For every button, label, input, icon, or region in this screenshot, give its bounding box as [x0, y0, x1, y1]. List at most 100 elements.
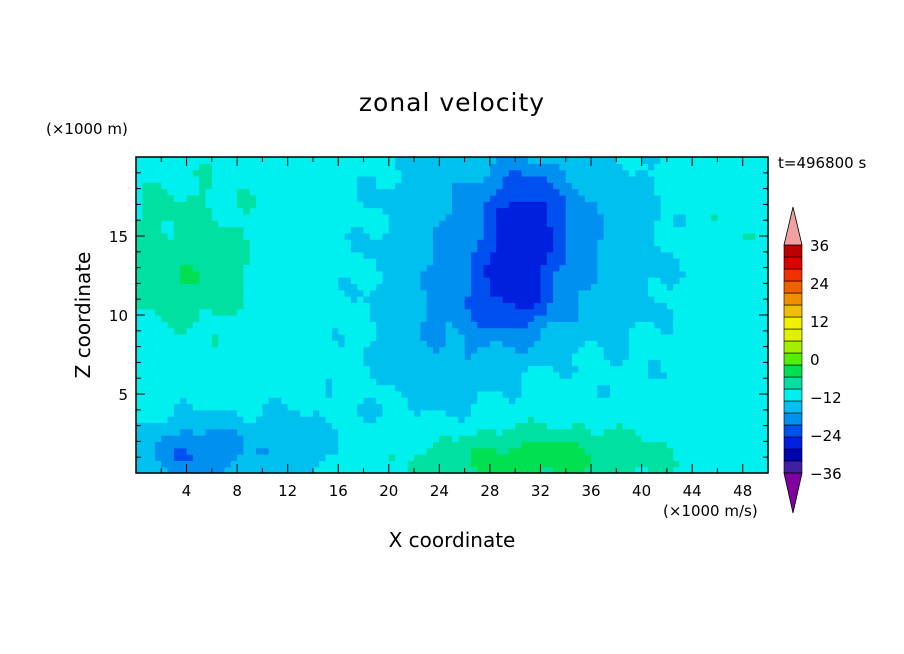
field-cell: [610, 226, 617, 234]
field-cell: [730, 416, 737, 424]
field-cell: [730, 340, 737, 348]
field-cell: [338, 308, 346, 316]
field-cell: [458, 245, 466, 253]
field-cell: [553, 220, 561, 228]
field-cell: [211, 384, 219, 392]
field-cell: [357, 327, 365, 335]
field-cell: [515, 207, 523, 215]
field-cell: [717, 201, 725, 209]
field-cell: [281, 264, 289, 272]
field-cell: [312, 182, 320, 190]
field-cell: [382, 365, 390, 373]
field-cell: [237, 220, 245, 228]
field-cell: [205, 207, 213, 215]
field-cell: [508, 422, 516, 430]
field-cell: [395, 416, 403, 424]
field-cell: [331, 213, 339, 221]
field-cell: [711, 163, 719, 171]
field-cell: [186, 182, 194, 190]
field-cell: [186, 409, 194, 417]
field-cell: [527, 346, 535, 354]
field-cell: [584, 428, 592, 436]
field-cell: [641, 213, 649, 221]
field-cell: [256, 182, 263, 190]
field-cell: [344, 239, 352, 247]
field-cell: [401, 321, 409, 329]
field-cell: [489, 428, 497, 436]
field-cell: [685, 296, 693, 303]
field-cell: [654, 435, 662, 442]
field-cell: [540, 302, 548, 310]
field-cell: [199, 194, 207, 202]
field-cell: [496, 245, 504, 253]
field-cell: [249, 302, 257, 310]
field-cell: [230, 371, 238, 379]
field-cell: [192, 188, 200, 196]
field-cell: [546, 283, 554, 291]
field-cell: [224, 333, 232, 341]
field-cell: [205, 182, 213, 190]
field-cell: [205, 277, 213, 284]
field-cell: [597, 390, 605, 398]
field-cell: [205, 296, 213, 303]
field-cell: [628, 378, 636, 386]
field-cell: [673, 239, 681, 247]
field-cell: [211, 239, 219, 247]
field-cell: [647, 226, 655, 234]
field-cell: [338, 428, 346, 436]
field-cell: [565, 435, 573, 442]
field-cell: [565, 258, 573, 266]
field-cell: [249, 258, 257, 266]
field-cell: [464, 277, 472, 284]
field-cell: [660, 333, 668, 341]
field-cell: [388, 333, 396, 341]
field-cell: [527, 315, 535, 322]
field-cell: [294, 220, 301, 228]
field-cell: [331, 264, 339, 272]
field-cell: [433, 289, 440, 297]
field-cell: [723, 157, 731, 164]
field-cell: [458, 207, 466, 215]
field-cell: [414, 289, 421, 297]
field-cell: [388, 365, 396, 373]
field-cell: [559, 340, 567, 348]
field-cell: [761, 378, 769, 386]
field-cell: [546, 245, 554, 253]
field-cell: [489, 289, 497, 297]
field-cell: [350, 435, 358, 442]
field-cell: [761, 277, 769, 284]
field-cell: [565, 194, 573, 202]
field-cell: [692, 182, 700, 190]
field-cell: [249, 188, 257, 196]
field-cell: [565, 466, 573, 474]
field-cell: [312, 422, 320, 430]
field-cell: [559, 169, 567, 177]
field-cell: [445, 251, 453, 259]
field-cell: [256, 352, 263, 360]
field-cell: [673, 359, 681, 367]
field-cell: [154, 188, 162, 196]
field-cell: [452, 220, 459, 228]
field-cell: [521, 378, 529, 386]
field-cell: [357, 270, 365, 278]
x-unit-label: (×1000 m/s): [663, 502, 758, 520]
field-cell: [224, 264, 232, 272]
field-cell: [616, 409, 624, 417]
field-cell: [268, 365, 276, 373]
field-cell: [534, 378, 542, 386]
field-cell: [420, 315, 428, 322]
field-cell: [679, 277, 687, 284]
field-cell: [515, 409, 523, 417]
field-cell: [433, 466, 440, 474]
field-cell: [749, 416, 756, 424]
field-cell: [262, 226, 270, 234]
field-cell: [369, 333, 377, 341]
field-cell: [458, 321, 466, 329]
field-cell: [673, 346, 681, 354]
field-cell: [591, 289, 598, 297]
field-cell: [325, 441, 333, 449]
field-cell: [294, 365, 301, 373]
field-cell: [136, 194, 143, 202]
field-cell: [452, 239, 459, 247]
field-cell: [704, 169, 712, 177]
